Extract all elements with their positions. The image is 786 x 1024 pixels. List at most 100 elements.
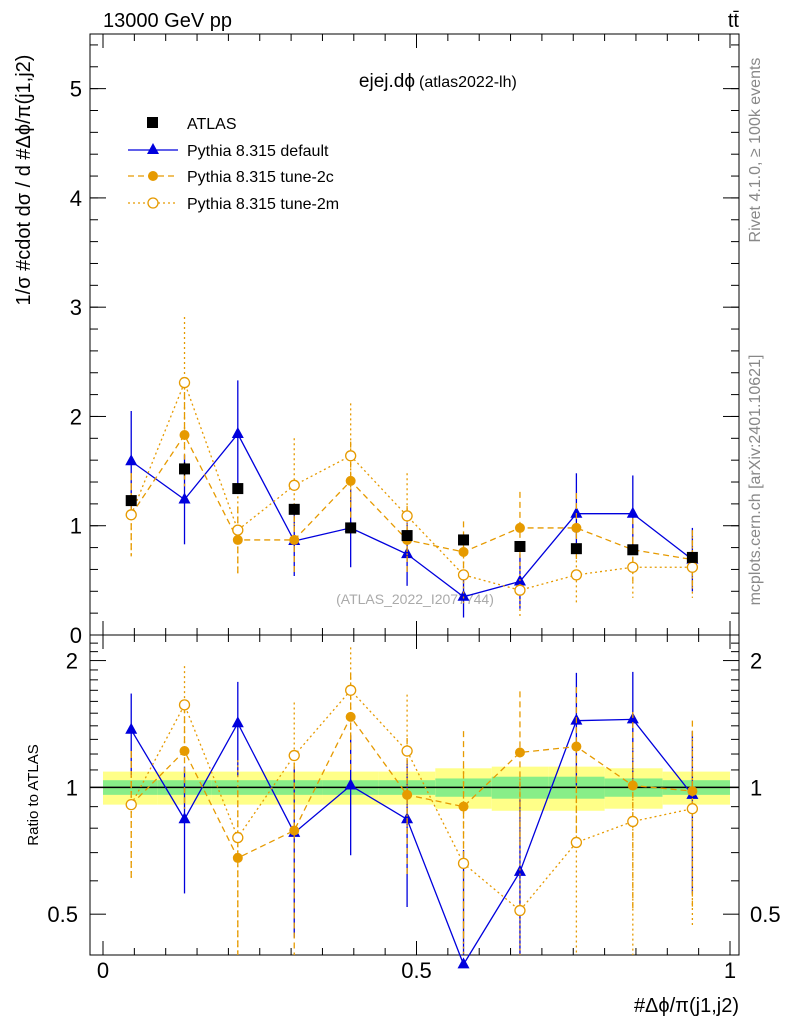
ratio-point: [231, 716, 244, 728]
legend-marker-default: [147, 143, 159, 154]
ratio-series-group: [125, 647, 699, 969]
main-point: [401, 547, 414, 559]
main-point: [232, 524, 244, 536]
main-series-0: [125, 462, 698, 563]
ratio-point: [401, 812, 414, 824]
main-point: [125, 454, 138, 466]
side-label-rivet: Rivet 4.1.0, ≥ 100k events: [747, 58, 764, 243]
analysis-title: ejej.dϕ: [359, 71, 415, 92]
ratio-series-0: [125, 671, 699, 969]
ratio-panel-frame: [89, 634, 740, 956]
xtick-label: 0: [97, 958, 109, 983]
ratio-point: [514, 747, 525, 758]
legend-label-tune2c: Pythia 8.315 tune-2c: [187, 169, 334, 186]
legend-marker-atlas: [147, 117, 158, 128]
ratio-ytick-label-left: 2: [66, 649, 78, 674]
main-series-3: [125, 317, 699, 617]
main-point: [345, 522, 357, 534]
ratio-ytick-label-left: 0.5: [47, 902, 78, 927]
legend-label-tune2m: Pythia 8.315 tune-2m: [187, 196, 339, 213]
ratio-point: [125, 722, 138, 734]
main-point: [514, 540, 526, 552]
main-point: [401, 510, 413, 522]
ratio-point: [289, 825, 300, 836]
legend-marker-tune2m: [147, 197, 159, 209]
ratio-point: [232, 852, 243, 863]
ratio-point: [687, 786, 698, 797]
ratio-point: [571, 741, 582, 752]
main-point: [686, 551, 698, 563]
legend-label-atlas: ATLAS: [187, 116, 237, 133]
main-series-group: [125, 317, 699, 618]
main-point: [178, 492, 191, 504]
ratio-series-line-0: [130, 718, 693, 966]
main-ytick-label: 5: [70, 77, 82, 102]
main-point: [570, 506, 583, 518]
main-point: [232, 483, 244, 495]
watermark-label: (ATLAS_2022_I2077744): [336, 591, 494, 607]
ratio-ylabel: Ratio to ATLAS: [25, 744, 42, 845]
analysis-tag: (atlas2022-lh): [419, 74, 517, 91]
main-point: [570, 543, 582, 555]
main-axis-ticks: 0 1 2 3 4 5: [70, 34, 739, 648]
main-point: [514, 584, 526, 596]
ratio-point: [288, 749, 300, 762]
legend-marker-tune2c: [148, 171, 158, 181]
main-point: [345, 450, 357, 462]
main-point: [457, 589, 470, 601]
ratio-ytick-label-right: 2: [750, 649, 762, 674]
main-point: [627, 561, 639, 573]
main-series-line-3: [130, 380, 693, 591]
ratio-point: [686, 803, 699, 815]
main-ytick-label: 1: [70, 514, 82, 539]
analysis-title-main: ejej.dϕ: [359, 71, 415, 92]
main-series-1: [125, 380, 699, 618]
main-point: [571, 522, 582, 533]
xtick-label: 0.5: [401, 958, 432, 983]
ratio-uncertainty-band: [90, 766, 739, 811]
energy-label: 13000 GeV pp: [103, 10, 232, 32]
main-point: [288, 503, 300, 515]
process-label: tt̄: [728, 10, 740, 32]
main-point: [401, 530, 413, 542]
main-point: [457, 569, 470, 581]
ratio-point: [345, 711, 356, 722]
main-ytick-label: 0: [70, 623, 82, 648]
main-point: [686, 561, 699, 573]
main-point: [458, 534, 470, 546]
side-label-site: mcplots.cern.ch [arXiv:2401.10621]: [747, 355, 764, 606]
ratio-point: [457, 957, 470, 969]
main-ytick-label: 2: [70, 404, 82, 429]
ratio-series-2: [125, 647, 699, 955]
main-point: [345, 475, 356, 486]
main-point: [178, 376, 191, 389]
ratio-point: [514, 904, 526, 917]
legend-label-default: Pythia 8.315 default: [187, 143, 329, 160]
ratio-point: [344, 778, 357, 790]
main-ytick-label: 3: [70, 295, 82, 320]
main-point: [626, 506, 639, 518]
main-point: [289, 534, 300, 545]
x-axis-label: #Δϕ/π(j1,j2): [634, 995, 739, 1017]
main-point: [627, 544, 639, 556]
main-ytick-label: 4: [70, 186, 82, 211]
main-point: [125, 495, 137, 507]
ratio-point: [345, 684, 357, 696]
ratio-point: [125, 798, 137, 811]
legend: ATLAS Pythia 8.315 default Pythia 8.315 …: [128, 116, 339, 213]
ratio-axis-ticks: 0.5 0.5 1 1 2 2 0 0.5 1: [47, 635, 781, 983]
ratio-point: [178, 699, 191, 711]
main-ylabel: 1/σ #cdot dσ / d #Δϕ/π(j1,j2): [13, 55, 35, 306]
main-point: [514, 522, 525, 533]
xtick-label: 1: [724, 958, 736, 983]
ratio-ytick-label-left: 1: [66, 775, 78, 800]
ratio-point: [178, 812, 191, 824]
main-point: [570, 569, 583, 581]
ratio-ytick-label-right: 0.5: [750, 902, 781, 927]
main-point: [231, 426, 244, 438]
ratio-point: [232, 831, 244, 844]
main-point: [232, 534, 243, 545]
ratio-point: [570, 836, 583, 849]
ratio-point: [179, 745, 190, 756]
